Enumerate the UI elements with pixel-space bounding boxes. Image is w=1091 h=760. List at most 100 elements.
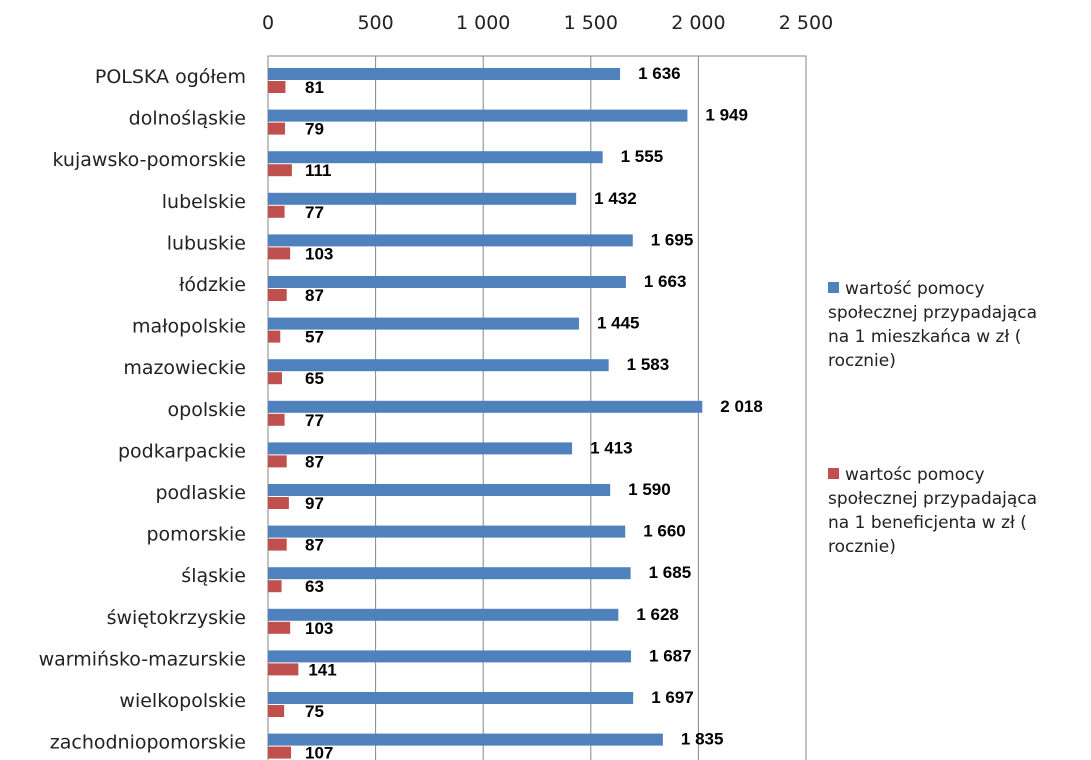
bar-per-beneficiary [268, 330, 281, 343]
data-label-per-beneficiary: 87 [305, 452, 324, 471]
data-label-per-resident: 1 695 [651, 230, 694, 249]
bar-per-resident [268, 109, 688, 122]
category-label: POLSKA ogółem [95, 66, 246, 88]
data-label-per-resident: 1 835 [681, 730, 724, 749]
bar-per-resident [268, 692, 634, 704]
bar-per-resident [268, 484, 611, 496]
category-label: warmińsko-mazurskie [39, 648, 246, 670]
bar-per-resident [268, 733, 663, 746]
data-label-per-beneficiary: 111 [305, 161, 332, 180]
bar-per-resident [268, 608, 619, 621]
category-label: pomorskie [147, 524, 247, 546]
bar-per-beneficiary [268, 372, 282, 385]
data-label-per-resident: 1 949 [705, 106, 748, 125]
legend-label-line: społecznej przypadająca [828, 489, 1038, 509]
x-tick-label: 1 000 [456, 12, 510, 34]
bar-per-resident [268, 442, 573, 455]
x-tick-label: 2 000 [671, 12, 725, 34]
bar-per-beneficiary [268, 497, 289, 509]
bar-per-beneficiary [268, 705, 285, 717]
data-label-per-beneficiary: 103 [305, 619, 333, 638]
bar-per-beneficiary [268, 663, 299, 676]
bar-per-resident [268, 276, 626, 288]
bar-per-beneficiary [268, 746, 292, 759]
data-label-per-beneficiary: 57 [305, 328, 324, 347]
legend-label-line: wartość pomocy [845, 279, 985, 299]
category-label: zachodniopomorskie [50, 732, 246, 754]
bar-per-beneficiary [268, 122, 286, 135]
category-label: lubuskie [167, 232, 246, 254]
legend-swatch-per-beneficiary [828, 468, 839, 479]
bar-per-beneficiary [268, 621, 291, 634]
bar-per-beneficiary [268, 164, 292, 177]
legend-label-line: rocznie) [828, 537, 896, 557]
category-label: podlaskie [155, 482, 246, 504]
data-label-per-resident: 2 018 [720, 397, 763, 416]
data-label-per-resident: 1 413 [590, 438, 633, 457]
data-label-per-beneficiary: 107 [305, 744, 333, 760]
data-label-per-resident: 1 697 [651, 688, 694, 707]
legend-item-per-beneficiary: wartośc pomocy społecznej przypadająca n… [828, 463, 1090, 559]
bar-per-resident [268, 317, 579, 330]
data-label-per-beneficiary: 141 [308, 660, 336, 679]
data-label-per-resident: 1 636 [638, 64, 681, 83]
data-label-per-beneficiary: 103 [305, 244, 333, 263]
data-label-per-resident: 1 445 [597, 314, 640, 333]
legend: wartość pomocy społecznej przypadająca n… [828, 277, 1090, 559]
legend-label-line: społecznej przypadająca [828, 303, 1038, 323]
data-label-per-beneficiary: 87 [305, 286, 324, 305]
category-label: świętokrzyskie [107, 607, 246, 629]
bar-per-resident [268, 567, 631, 580]
bar-per-resident [268, 525, 626, 538]
x-tick-label: 0 [262, 12, 274, 34]
category-label: mazowieckie [123, 357, 246, 379]
legend-label-line: na 1 mieszkańca w zł ( [828, 327, 1022, 347]
bar-per-resident [268, 234, 633, 247]
legend-label-line: wartośc pomocy [845, 465, 985, 485]
x-tick-label: 2 500 [779, 12, 833, 34]
bar-per-beneficiary [268, 289, 287, 301]
bar-per-beneficiary [268, 413, 285, 426]
category-label: dolnośląskie [129, 108, 246, 130]
category-label: podkarpackie [118, 440, 246, 462]
data-label-per-resident: 1 687 [649, 646, 692, 665]
bar-per-resident [268, 151, 603, 164]
category-label: śląskie [181, 565, 246, 587]
category-label: lubelskie [162, 191, 246, 213]
bar-per-resident [268, 359, 609, 372]
category-label: opolskie [168, 399, 246, 421]
category-label: małopolskie [132, 316, 246, 338]
bar-per-beneficiary [268, 205, 285, 218]
data-label-per-beneficiary: 97 [305, 494, 324, 513]
data-label-per-beneficiary: 81 [305, 78, 324, 97]
data-label-per-beneficiary: 87 [305, 536, 324, 555]
data-label-per-resident: 1 432 [594, 189, 637, 208]
bar-per-beneficiary [268, 81, 286, 93]
data-label-per-beneficiary: 79 [305, 120, 324, 139]
data-label-per-resident: 1 663 [644, 272, 687, 291]
x-tick-label: 500 [357, 12, 393, 34]
data-label-per-resident: 1 555 [621, 147, 664, 166]
category-label: łódzkie [179, 274, 246, 296]
data-label-per-beneficiary: 77 [305, 203, 324, 222]
data-label-per-resident: 1 590 [628, 480, 671, 499]
bar-per-beneficiary [268, 455, 287, 468]
data-label-per-beneficiary: 75 [305, 702, 324, 721]
data-label-per-beneficiary: 63 [305, 577, 324, 596]
category-label: wielkopolskie [119, 690, 246, 712]
legend-label-line: rocznie) [828, 351, 896, 371]
data-label-per-resident: 1 660 [643, 522, 686, 541]
bar-per-resident [268, 68, 621, 80]
data-label-per-beneficiary: 65 [305, 369, 324, 388]
bar-per-beneficiary [268, 247, 291, 260]
bar-per-resident [268, 650, 632, 663]
legend-swatch-per-resident [828, 282, 839, 293]
data-label-per-resident: 1 685 [649, 563, 692, 582]
bar-per-resident [268, 400, 703, 413]
x-tick-label: 1 500 [564, 12, 618, 34]
bar-per-beneficiary [268, 580, 282, 593]
data-label-per-resident: 1 583 [627, 355, 670, 374]
data-label-per-resident: 1 628 [636, 605, 679, 624]
legend-item-per-resident: wartość pomocy społecznej przypadająca n… [828, 277, 1090, 373]
